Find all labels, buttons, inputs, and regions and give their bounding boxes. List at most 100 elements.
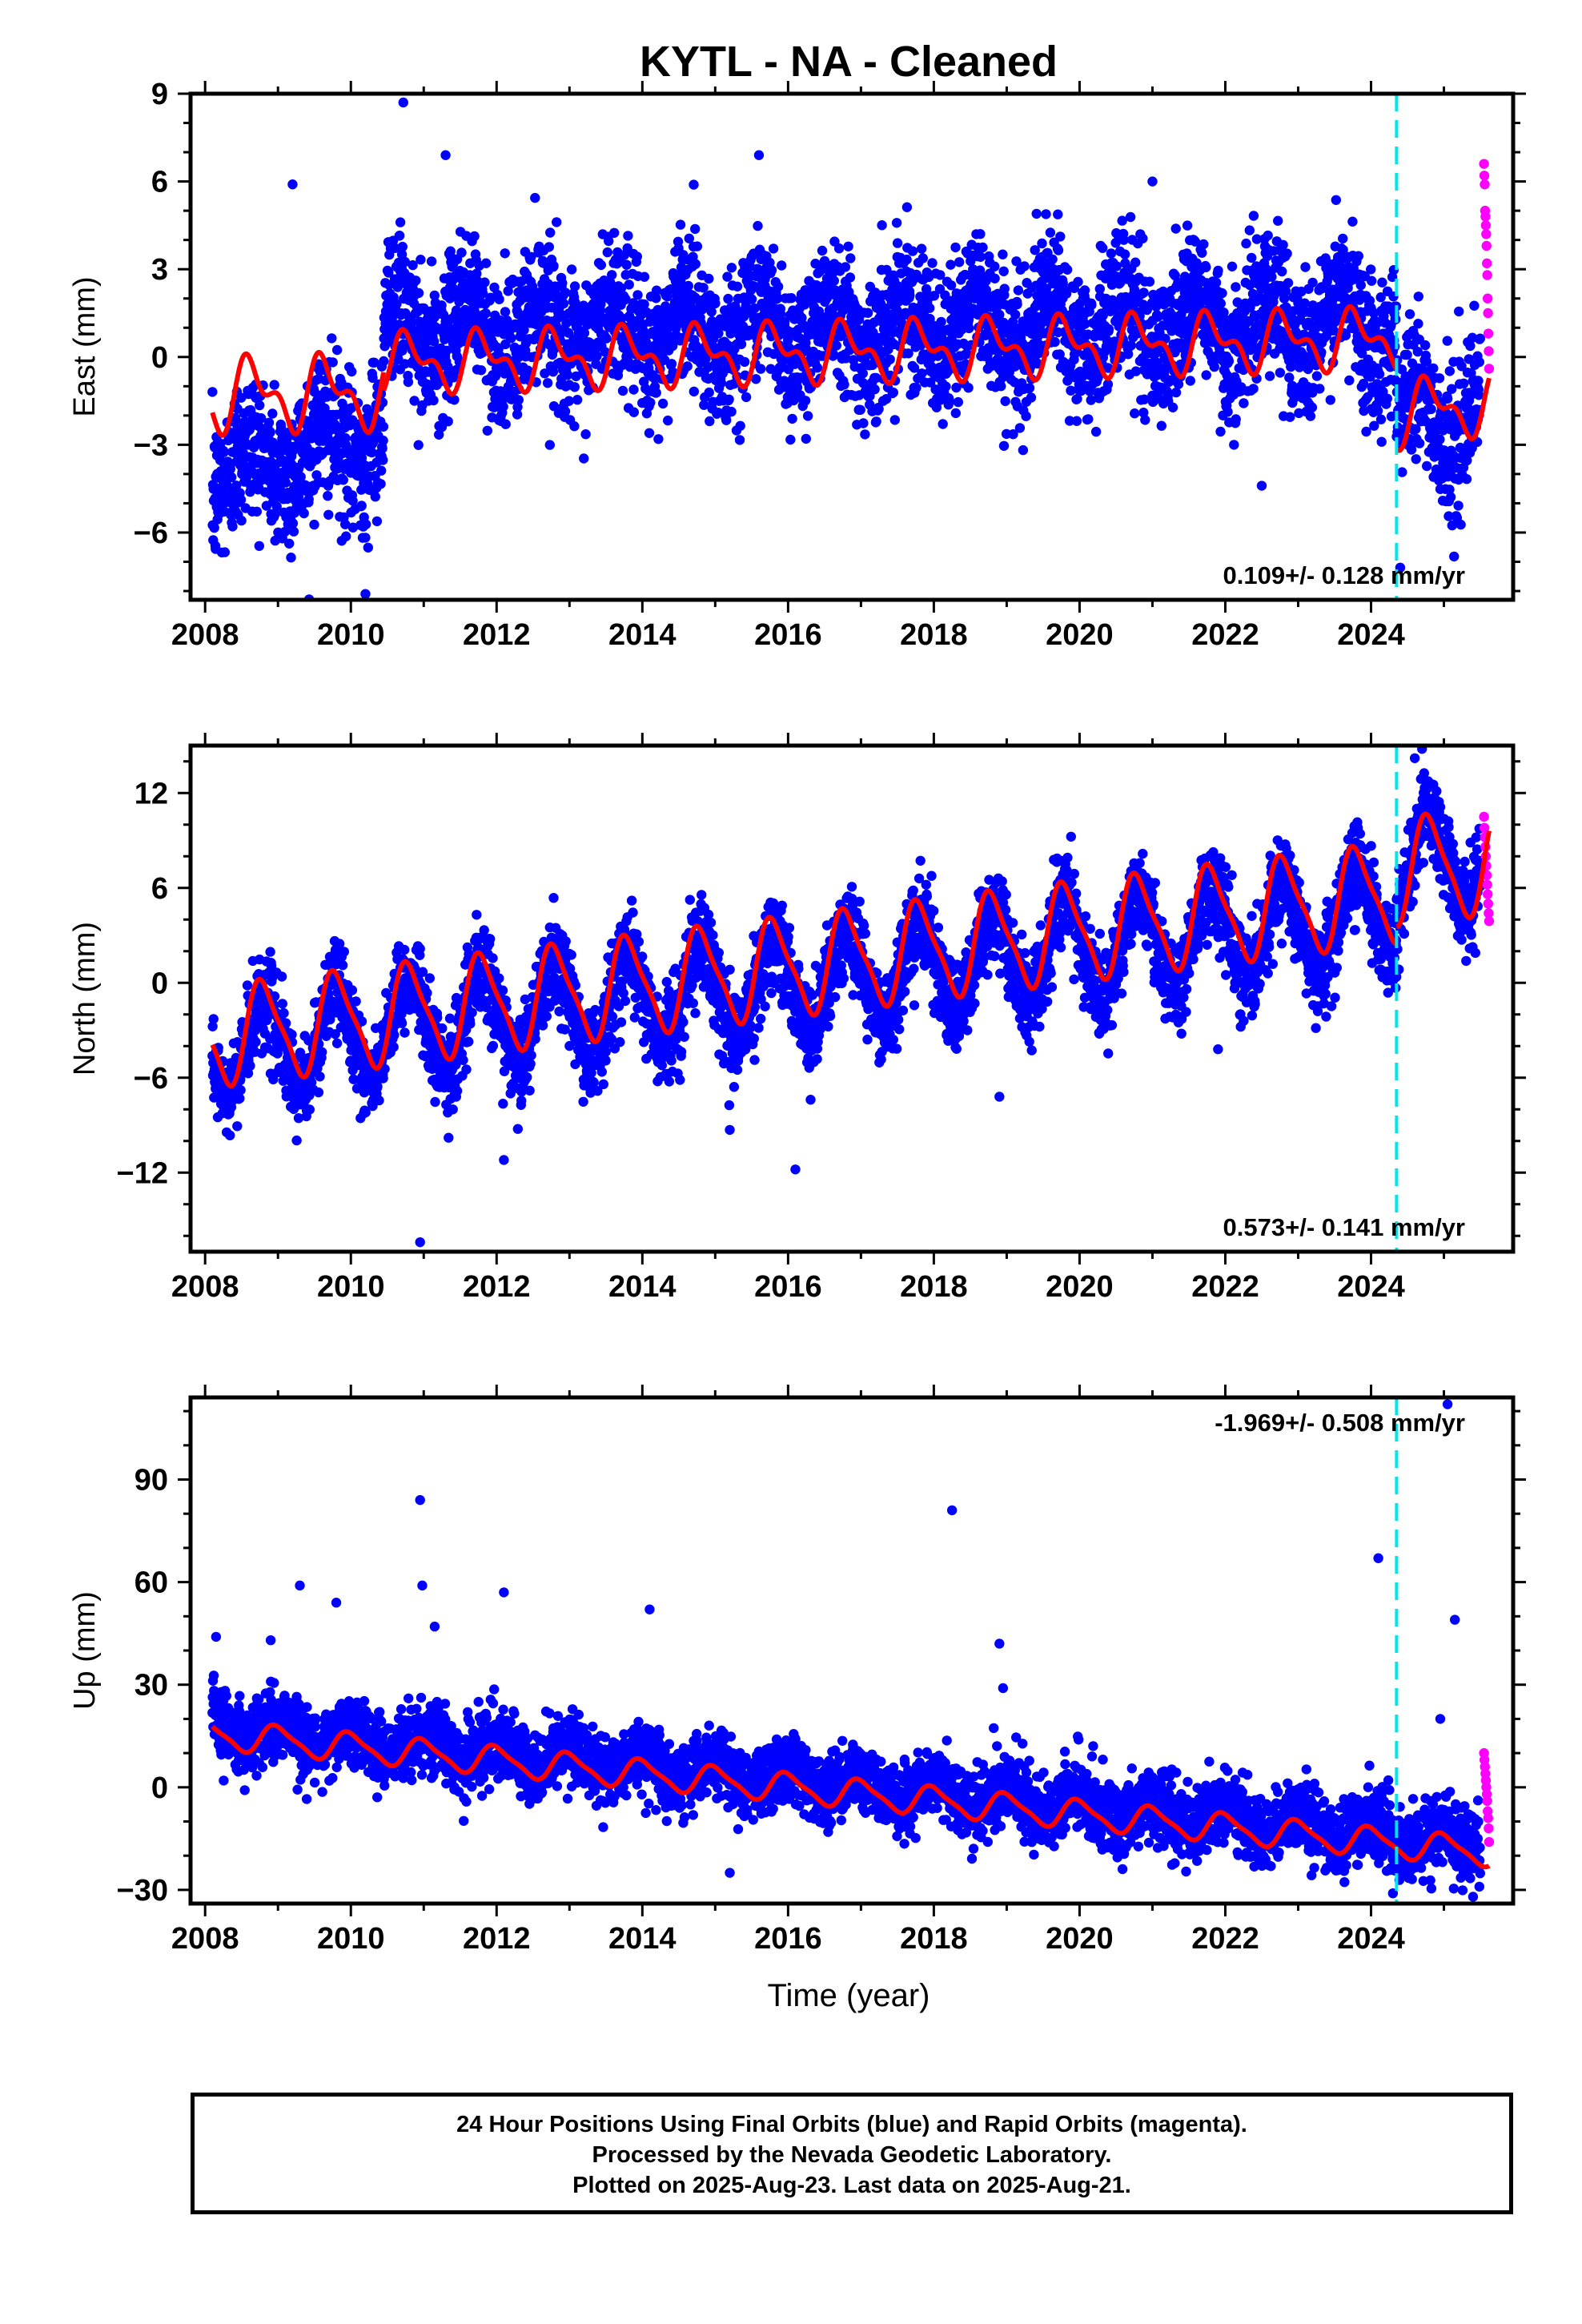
data-point xyxy=(1331,195,1342,205)
data-point xyxy=(704,273,714,284)
data-point xyxy=(917,368,927,379)
data-point xyxy=(573,317,584,328)
data-point xyxy=(235,1093,245,1104)
data-point xyxy=(706,307,717,317)
data-point xyxy=(726,406,737,417)
rapid-point xyxy=(1484,346,1494,356)
data-point xyxy=(378,421,389,432)
data-point xyxy=(690,292,701,303)
data-point xyxy=(207,1021,218,1031)
data-point xyxy=(765,257,775,268)
data-point xyxy=(1307,277,1318,288)
data-point xyxy=(519,324,529,336)
data-point xyxy=(1347,216,1358,227)
data-point xyxy=(860,429,870,440)
data-point xyxy=(271,501,282,512)
data-point xyxy=(1061,288,1072,299)
data-point xyxy=(1118,235,1129,245)
data-point xyxy=(1434,373,1445,384)
data-point xyxy=(270,509,280,520)
data-point xyxy=(580,429,591,440)
data-point xyxy=(839,380,849,390)
data-point xyxy=(254,541,264,551)
data-point xyxy=(311,470,322,480)
data-point xyxy=(323,509,334,520)
data-point xyxy=(845,253,856,263)
data-point xyxy=(869,384,880,395)
data-point xyxy=(639,299,649,310)
data-point xyxy=(855,404,865,415)
data-point xyxy=(480,258,492,268)
data-point xyxy=(1030,245,1040,255)
data-point xyxy=(1083,414,1094,424)
data-point xyxy=(1284,372,1295,383)
data-point xyxy=(704,387,714,398)
data-point xyxy=(1223,407,1233,417)
data-point xyxy=(746,294,757,304)
data-point xyxy=(560,406,571,416)
data-point xyxy=(1066,385,1076,396)
data-point xyxy=(338,475,348,485)
data-point xyxy=(542,378,553,388)
y-tick-label: 9 xyxy=(151,78,168,111)
plot-area xyxy=(207,97,1495,600)
data-point xyxy=(936,316,946,328)
data-point xyxy=(833,243,845,254)
data-point xyxy=(1201,370,1211,380)
data-point xyxy=(1251,234,1263,244)
data-point xyxy=(1449,551,1460,562)
data-point xyxy=(231,480,242,491)
data-point xyxy=(775,308,786,320)
data-point xyxy=(909,363,920,373)
data-point xyxy=(845,272,856,283)
data-point xyxy=(996,381,1006,392)
data-point xyxy=(408,259,418,271)
data-point xyxy=(347,496,358,506)
data-point xyxy=(267,408,278,419)
data-point xyxy=(921,283,932,295)
data-point xyxy=(307,447,317,457)
data-point xyxy=(375,479,386,489)
data-point xyxy=(569,382,580,392)
data-point xyxy=(1173,379,1184,389)
data-point xyxy=(1037,238,1047,249)
data-point xyxy=(1377,277,1387,287)
data-point xyxy=(1138,287,1149,298)
data-point xyxy=(632,251,642,262)
data-point xyxy=(1144,276,1155,287)
data-point xyxy=(1201,262,1211,272)
data-point xyxy=(1444,485,1455,495)
data-point xyxy=(469,231,480,242)
data-point xyxy=(1167,402,1178,412)
data-point xyxy=(592,351,602,361)
data-point xyxy=(1444,366,1456,376)
data-point xyxy=(1086,395,1096,405)
data-point xyxy=(477,288,488,299)
data-point xyxy=(251,506,262,517)
data-point xyxy=(1041,209,1051,219)
data-point xyxy=(953,396,964,408)
data-point xyxy=(1111,261,1122,271)
data-point xyxy=(1299,298,1311,308)
data-point xyxy=(356,501,367,511)
data-point xyxy=(690,259,701,269)
data-point xyxy=(732,281,743,292)
y-tick-label: 0 xyxy=(151,341,168,375)
data-point xyxy=(871,416,881,427)
data-point xyxy=(828,349,839,360)
data-point xyxy=(367,372,378,384)
data-point xyxy=(871,372,881,384)
data-point xyxy=(1103,324,1114,335)
data-point xyxy=(651,388,661,398)
data-point xyxy=(319,403,330,414)
data-point xyxy=(756,364,766,374)
data-point xyxy=(341,531,351,541)
data-point xyxy=(1263,230,1273,241)
data-point xyxy=(327,333,337,344)
data-point xyxy=(1117,215,1127,226)
data-point xyxy=(624,279,634,290)
data-point xyxy=(944,396,955,407)
data-point xyxy=(500,419,511,429)
data-point xyxy=(1420,340,1431,351)
